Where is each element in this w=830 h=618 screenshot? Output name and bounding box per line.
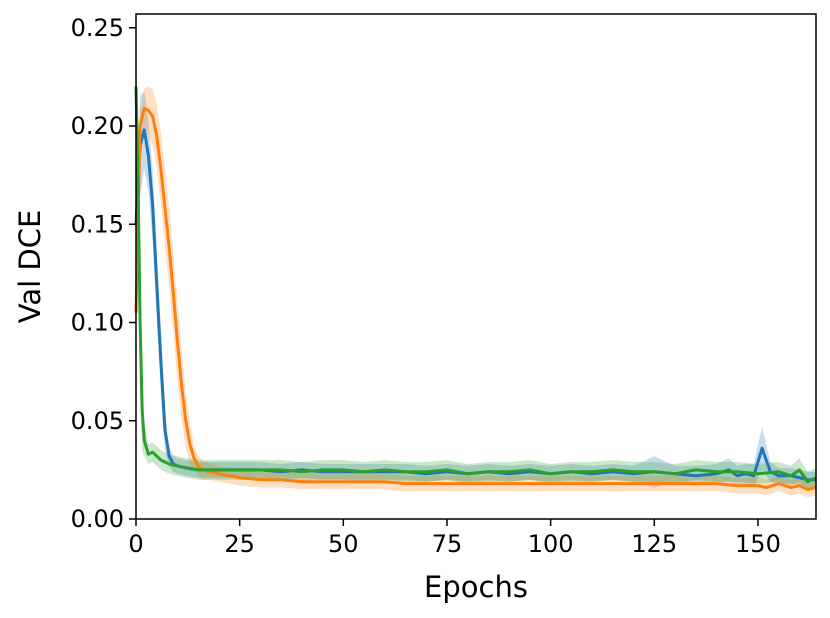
x-tick-label: 50 [328,530,359,558]
y-axis-ticks: 0.00 0.05 0.10 0.15 0.20 0.25 [71,14,136,533]
y-tick-label: 0.00 [71,505,124,533]
confidence-bands [136,67,816,498]
x-axis-ticks: 0 25 50 75 100 125 150 [128,519,781,558]
y-axis-label: Val DCE [13,210,47,324]
y-tick-label: 0.20 [71,112,124,140]
y-tick-label: 0.25 [71,14,124,42]
series-1-line [134,128,816,482]
x-tick-label: 75 [432,530,463,558]
series-2-band [136,86,816,498]
x-tick-label: 0 [128,530,143,558]
x-axis-label: Epochs [424,570,528,604]
x-tick-label: 25 [224,530,255,558]
x-tick-label: 125 [631,530,677,558]
series-2-line [134,106,817,491]
series-1-band [136,90,816,488]
x-tick-label: 100 [528,530,574,558]
y-tick-label: 0.10 [71,309,124,337]
y-tick-label: 0.05 [71,407,124,435]
y-tick-label: 0.15 [71,210,124,238]
x-tick-label: 150 [735,530,781,558]
series-3-line [134,86,817,484]
series-3-band [136,67,816,492]
plot-frame [135,13,817,520]
series-lines [134,86,817,491]
